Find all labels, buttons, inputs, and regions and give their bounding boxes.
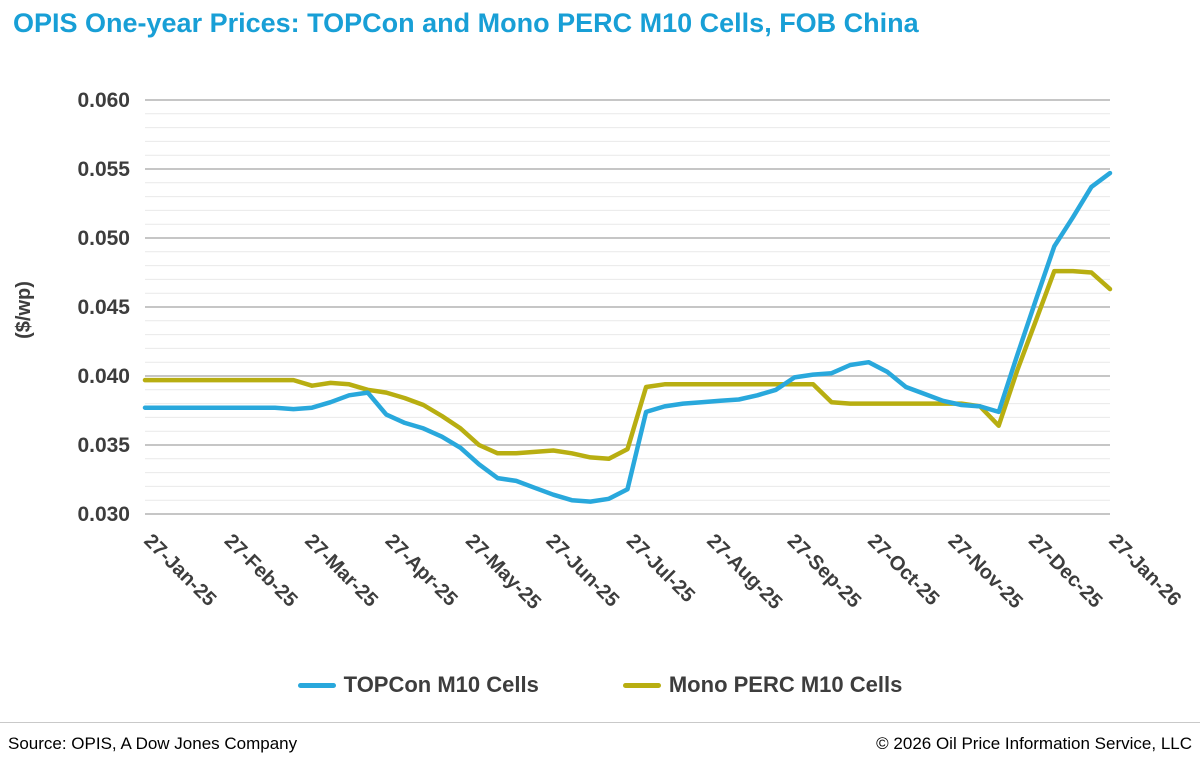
x-tick-label: 27-Jan-26 <box>1104 530 1185 611</box>
x-tick-label: 27-Sep-25 <box>783 530 865 612</box>
legend-label-mono-perc: Mono PERC M10 Cells <box>668 672 903 697</box>
x-tick-label: 27-Aug-25 <box>702 530 786 614</box>
x-tick-label: 27-Feb-25 <box>220 530 302 612</box>
x-tick-label: 27-Jun-25 <box>542 530 624 612</box>
footer: Source: OPIS, A Dow Jones Company © 2026… <box>0 722 1200 754</box>
series-line-mono-perc-m10-cells <box>142 268 1113 462</box>
topcon-line-swatch-icon <box>297 682 336 688</box>
y-tick-label: 0.055 <box>77 158 130 181</box>
y-tick-label: 0.030 <box>77 503 130 526</box>
y-tick-label: 0.050 <box>77 227 130 250</box>
y-tick-label: 0.040 <box>77 365 130 388</box>
y-tick-label: 0.060 <box>77 89 130 112</box>
y-tick-label: 0.035 <box>77 434 130 457</box>
x-tick-label: 27-Nov-25 <box>944 530 1027 613</box>
mono-perc-line-swatch-icon <box>622 682 661 688</box>
x-tick-label: 27-May-25 <box>461 530 545 614</box>
legend-label-topcon: TOPCon M10 Cells <box>343 672 539 697</box>
legend-item-mono-perc: Mono PERC M10 Cells <box>622 672 903 698</box>
x-tick-label: 27-Jul-25 <box>622 530 699 607</box>
x-tick-label: 27-Dec-25 <box>1024 530 1106 612</box>
chart-title: OPIS One-year Prices: TOPCon and Mono PE… <box>13 8 919 38</box>
y-axis-title: ($/wp) <box>13 281 35 339</box>
legend-item-topcon: TOPCon M10 Cells <box>297 672 539 698</box>
x-tick-label: 27-Jan-25 <box>139 530 220 611</box>
footer-source: Source: OPIS, A Dow Jones Company <box>8 734 298 753</box>
series-line-topcon-m10-cells <box>142 170 1113 504</box>
y-tick-label: 0.045 <box>77 296 130 319</box>
x-tick-label: 27-Oct-25 <box>863 530 943 610</box>
chart-canvas: 0.060 0.055 0.050 0.045 0.040 0.035 0.030 ($/wp… <box>13 89 1185 614</box>
chart-legend: TOPCon M10 Cells Mono PERC M10 Cells <box>0 672 1200 698</box>
x-tick-label: 27-Apr-25 <box>381 530 462 611</box>
footer-copyright: © 2026 Oil Price Information Service, LL… <box>876 734 1192 753</box>
x-tick-label: 27-Mar-25 <box>300 530 382 612</box>
